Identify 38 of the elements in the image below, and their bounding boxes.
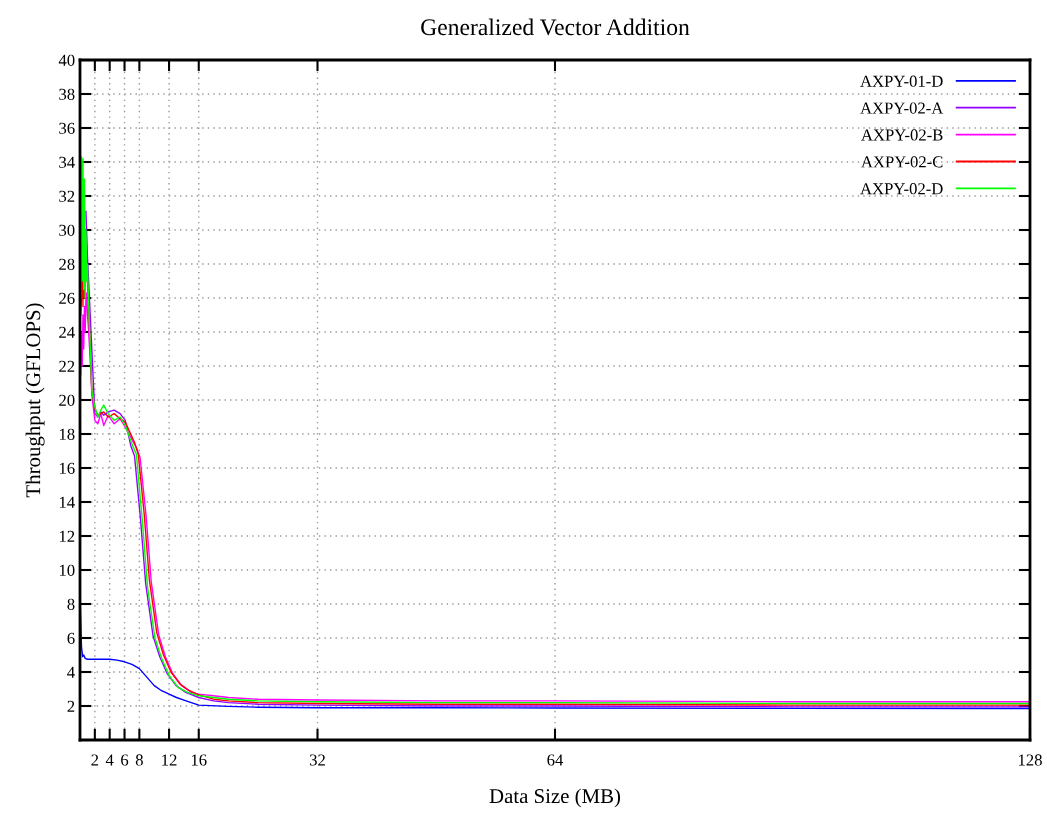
y-tick-label: 8 (67, 598, 75, 610)
y-tick-label: 6 (67, 632, 75, 644)
y-tick-label: 4 (67, 666, 75, 678)
x-tick-label: 128 (1018, 754, 1042, 766)
y-tick-label: 28 (59, 258, 75, 270)
y-tick-label: 20 (59, 394, 75, 406)
y-tick-label: 34 (59, 156, 75, 168)
legend-label: AXPY-01-D (860, 75, 943, 87)
y-tick-label: 10 (59, 564, 75, 576)
chart-title: Generalized Vector Addition (421, 18, 690, 36)
legend-label: AXPY-02-B (861, 129, 943, 141)
y-tick-label: 24 (59, 326, 75, 338)
y-tick-label: 18 (59, 428, 75, 440)
y-tick-label: 40 (58, 54, 75, 66)
legend-label: AXPY-02-D (860, 183, 943, 195)
legend-label: AXPY-02-A (860, 102, 944, 114)
y-tick-label: 36 (59, 122, 75, 134)
y-tick-label: 38 (59, 88, 75, 100)
x-tick-label: 8 (135, 754, 143, 766)
x-tick-label: 2 (91, 754, 99, 766)
y-tick-label: 30 (59, 224, 75, 236)
y-tick-label: 32 (59, 190, 75, 202)
y-axis-title: Throughput (GFLOPS) (25, 303, 45, 498)
x-tick-label: 12 (162, 754, 177, 766)
x-tick-label: 16 (191, 754, 207, 766)
x-tick-label: 4 (105, 754, 114, 766)
legend-label: AXPY-02-C (861, 156, 943, 168)
y-tick-label: 22 (59, 360, 75, 372)
line-series (80, 292, 1030, 703)
y-tick-label: 2 (67, 700, 75, 712)
y-tick-label: 14 (59, 496, 75, 508)
y-tick-label: 16 (59, 462, 75, 474)
y-tick-label: 26 (59, 292, 75, 304)
y-tick-label: 12 (59, 530, 75, 542)
x-axis-title: Data Size (MB) (489, 788, 621, 808)
x-tick-label: 32 (309, 754, 325, 766)
x-tick-label: 6 (121, 754, 129, 766)
x-tick-label: 64 (547, 754, 564, 766)
